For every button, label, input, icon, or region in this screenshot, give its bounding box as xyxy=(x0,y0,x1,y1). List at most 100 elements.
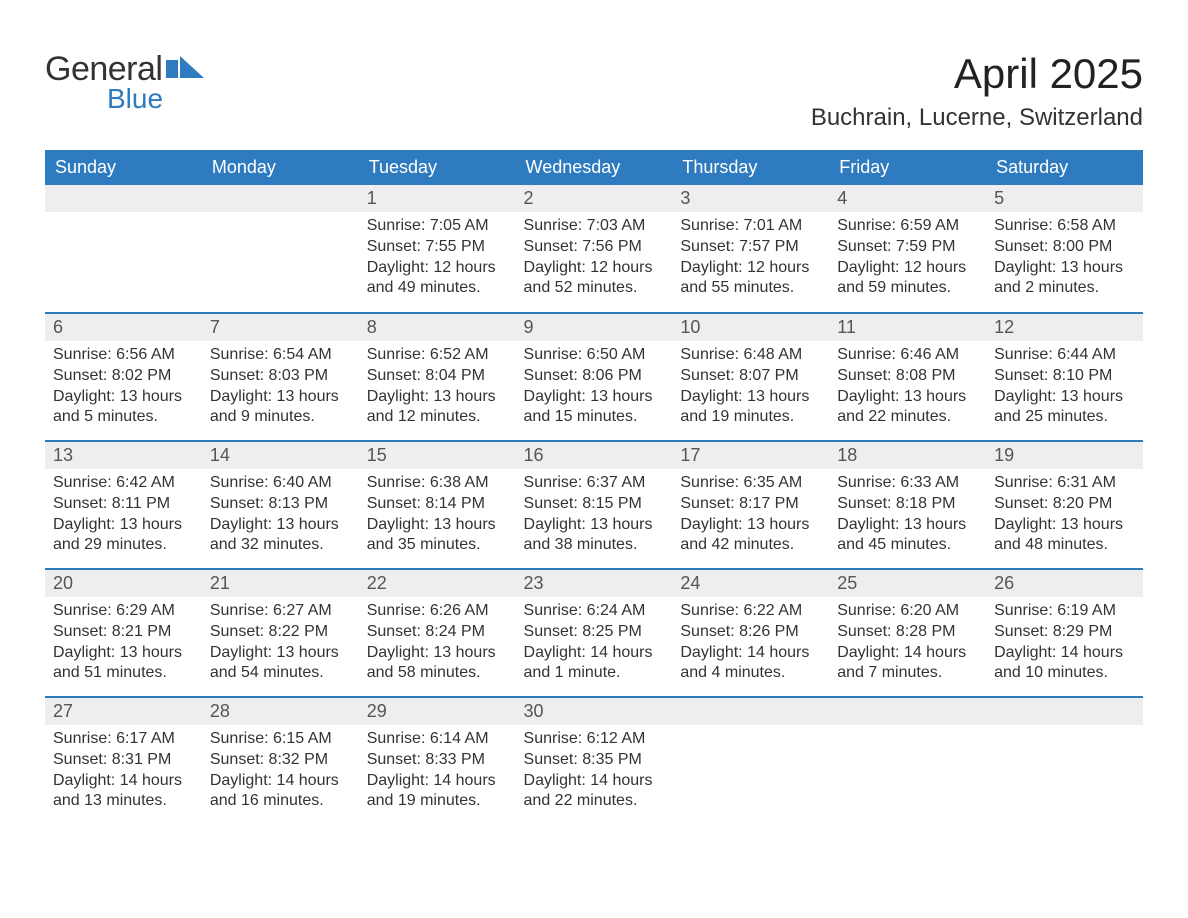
daylight-line-1: Daylight: 14 hours xyxy=(210,771,351,792)
sunrise-text: Sunrise: 6:33 AM xyxy=(837,473,978,494)
sunset-text: Sunset: 8:32 PM xyxy=(210,750,351,771)
col-monday: Monday xyxy=(202,150,359,185)
sunrise-text: Sunrise: 6:44 AM xyxy=(994,345,1135,366)
daylight-line-1: Daylight: 13 hours xyxy=(994,387,1135,408)
day-number: 15 xyxy=(359,442,516,469)
day-number: 14 xyxy=(202,442,359,469)
day-number: 25 xyxy=(829,570,986,597)
daylight-line-1: Daylight: 12 hours xyxy=(680,258,821,279)
day-details: Sunrise: 7:01 AMSunset: 7:57 PMDaylight:… xyxy=(672,212,829,305)
calendar-day-cell: 7Sunrise: 6:54 AMSunset: 8:03 PMDaylight… xyxy=(202,313,359,441)
daylight-line-1: Daylight: 14 hours xyxy=(53,771,194,792)
day-details: Sunrise: 6:17 AMSunset: 8:31 PMDaylight:… xyxy=(45,725,202,818)
sunset-text: Sunset: 8:33 PM xyxy=(367,750,508,771)
daylight-line-2: and 9 minutes. xyxy=(210,407,351,428)
day-details: Sunrise: 6:56 AMSunset: 8:02 PMDaylight:… xyxy=(45,341,202,434)
calendar-day-cell: 14Sunrise: 6:40 AMSunset: 8:13 PMDayligh… xyxy=(202,441,359,569)
daylight-line-2: and 52 minutes. xyxy=(524,278,665,299)
calendar-day-cell: 28Sunrise: 6:15 AMSunset: 8:32 PMDayligh… xyxy=(202,697,359,825)
day-number: 11 xyxy=(829,314,986,341)
day-number: 29 xyxy=(359,698,516,725)
calendar-table: Sunday Monday Tuesday Wednesday Thursday… xyxy=(45,150,1143,825)
day-number: 9 xyxy=(516,314,673,341)
sunset-text: Sunset: 8:15 PM xyxy=(524,494,665,515)
sunrise-text: Sunrise: 6:15 AM xyxy=(210,729,351,750)
daylight-line-1: Daylight: 14 hours xyxy=(680,643,821,664)
day-details: Sunrise: 6:35 AMSunset: 8:17 PMDaylight:… xyxy=(672,469,829,562)
day-details: Sunrise: 7:03 AMSunset: 7:56 PMDaylight:… xyxy=(516,212,673,305)
day-number xyxy=(672,698,829,725)
sunset-text: Sunset: 8:04 PM xyxy=(367,366,508,387)
daylight-line-2: and 55 minutes. xyxy=(680,278,821,299)
day-number: 12 xyxy=(986,314,1143,341)
day-details: Sunrise: 6:58 AMSunset: 8:00 PMDaylight:… xyxy=(986,212,1143,305)
day-details: Sunrise: 6:52 AMSunset: 8:04 PMDaylight:… xyxy=(359,341,516,434)
calendar-week-row: 27Sunrise: 6:17 AMSunset: 8:31 PMDayligh… xyxy=(45,697,1143,825)
daylight-line-2: and 15 minutes. xyxy=(524,407,665,428)
day-details: Sunrise: 6:15 AMSunset: 8:32 PMDaylight:… xyxy=(202,725,359,818)
daylight-line-2: and 5 minutes. xyxy=(53,407,194,428)
day-number: 28 xyxy=(202,698,359,725)
daylight-line-2: and 38 minutes. xyxy=(524,535,665,556)
sunset-text: Sunset: 8:35 PM xyxy=(524,750,665,771)
daylight-line-1: Daylight: 13 hours xyxy=(210,643,351,664)
col-tuesday: Tuesday xyxy=(359,150,516,185)
daylight-line-1: Daylight: 13 hours xyxy=(367,515,508,536)
day-details: Sunrise: 6:42 AMSunset: 8:11 PMDaylight:… xyxy=(45,469,202,562)
sunrise-text: Sunrise: 6:56 AM xyxy=(53,345,194,366)
day-number xyxy=(45,185,202,212)
day-details: Sunrise: 6:20 AMSunset: 8:28 PMDaylight:… xyxy=(829,597,986,690)
sunrise-text: Sunrise: 6:50 AM xyxy=(524,345,665,366)
day-number: 30 xyxy=(516,698,673,725)
daylight-line-1: Daylight: 13 hours xyxy=(367,387,508,408)
daylight-line-1: Daylight: 14 hours xyxy=(837,643,978,664)
calendar-day-cell: 22Sunrise: 6:26 AMSunset: 8:24 PMDayligh… xyxy=(359,569,516,697)
day-number: 1 xyxy=(359,185,516,212)
calendar-day-cell: 29 Sunrise: 6:14 AMSunset: 8:33 PMDayligh… xyxy=(359,697,516,825)
day-number: 22 xyxy=(359,570,516,597)
calendar-day-cell: 25Sunrise: 6:20 AMSunset: 8:28 PMDayligh… xyxy=(829,569,986,697)
day-details: Sunrise: 6:48 AMSunset: 8:07 PMDaylight:… xyxy=(672,341,829,434)
day-details: Sunrise: 6:40 AMSunset: 8:13 PMDaylight:… xyxy=(202,469,359,562)
daylight-line-2: and 13 minutes. xyxy=(53,791,194,812)
sunset-text: Sunset: 8:14 PM xyxy=(367,494,508,515)
calendar-day-cell: 17Sunrise: 6:35 AMSunset: 8:17 PMDayligh… xyxy=(672,441,829,569)
day-number: 4 xyxy=(829,185,986,212)
sunset-text: Sunset: 8:18 PM xyxy=(837,494,978,515)
calendar-day-cell: 27Sunrise: 6:17 AMSunset: 8:31 PMDayligh… xyxy=(45,697,202,825)
daylight-line-2: and 10 minutes. xyxy=(994,663,1135,684)
sunrise-text: Sunrise: 6:31 AM xyxy=(994,473,1135,494)
daylight-line-1: Daylight: 14 hours xyxy=(367,771,508,792)
daylight-line-1: Daylight: 14 hours xyxy=(524,643,665,664)
day-details: Sunrise: 6:29 AMSunset: 8:21 PMDaylight:… xyxy=(45,597,202,690)
location-subtitle: Buchrain, Lucerne, Switzerland xyxy=(811,104,1143,132)
calendar-day-cell: 12Sunrise: 6:44 AMSunset: 8:10 PMDayligh… xyxy=(986,313,1143,441)
sunrise-text: Sunrise: 6:48 AM xyxy=(680,345,821,366)
calendar-day-cell xyxy=(45,185,202,313)
day-number: 20 xyxy=(45,570,202,597)
sunrise-text: Sunrise: 6:46 AM xyxy=(837,345,978,366)
sunrise-text: Sunrise: 6:14 AM xyxy=(367,729,508,750)
brand-word-2: Blue xyxy=(107,83,206,115)
daylight-line-2: and 29 minutes. xyxy=(53,535,194,556)
day-number: 26 xyxy=(986,570,1143,597)
daylight-line-2: and 59 minutes. xyxy=(837,278,978,299)
daylight-line-2: and 22 minutes. xyxy=(837,407,978,428)
sunset-text: Sunset: 7:59 PM xyxy=(837,237,978,258)
brand-logo: General Blue xyxy=(45,50,206,115)
day-number: 24 xyxy=(672,570,829,597)
day-details: Sunrise: 6:54 AMSunset: 8:03 PMDaylight:… xyxy=(202,341,359,434)
sunset-text: Sunset: 8:20 PM xyxy=(994,494,1135,515)
sunrise-text: Sunrise: 6:58 AM xyxy=(994,216,1135,237)
sunset-text: Sunset: 8:21 PM xyxy=(53,622,194,643)
sunrise-text: Sunrise: 6:35 AM xyxy=(680,473,821,494)
day-details: Sunrise: 6:44 AMSunset: 8:10 PMDaylight:… xyxy=(986,341,1143,434)
sunrise-text: Sunrise: 7:05 AM xyxy=(367,216,508,237)
day-number: 18 xyxy=(829,442,986,469)
daylight-line-2: and 54 minutes. xyxy=(210,663,351,684)
daylight-line-1: Daylight: 13 hours xyxy=(994,258,1135,279)
calendar-day-cell: 24Sunrise: 6:22 AMSunset: 8:26 PMDayligh… xyxy=(672,569,829,697)
sunrise-text: Sunrise: 6:37 AM xyxy=(524,473,665,494)
daylight-line-1: Daylight: 12 hours xyxy=(367,258,508,279)
daylight-line-2: and 48 minutes. xyxy=(994,535,1135,556)
